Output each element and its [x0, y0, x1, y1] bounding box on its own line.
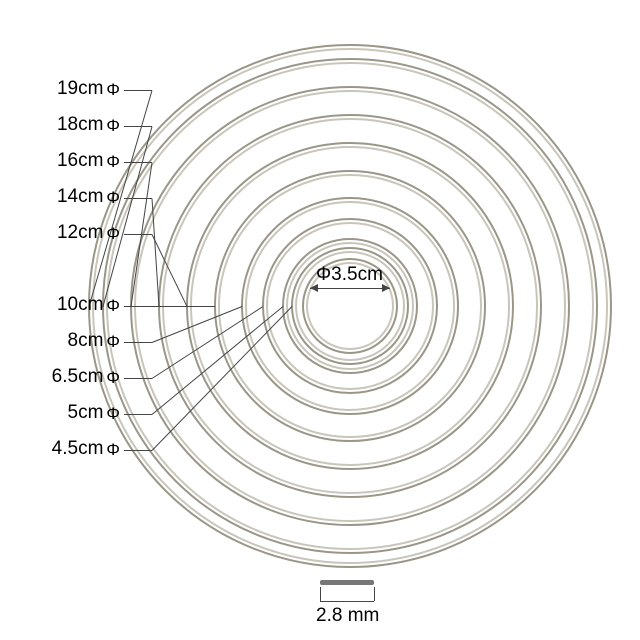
leader-horizontal-19	[124, 90, 152, 91]
size-label-text: 4.5cm	[52, 438, 104, 459]
thickness-tick-right	[374, 587, 375, 601]
size-label-text: 6.5cm	[52, 366, 104, 387]
leader-horizontal-12	[124, 234, 152, 235]
phi-symbol: Φ	[106, 332, 120, 352]
size-label-text: 10cm	[57, 294, 103, 315]
phi-symbol: Φ	[106, 368, 120, 388]
ring-size-diagram: Φ3.5cm19cmΦ18cmΦ16cmΦ14cmΦ12cmΦ10cmΦ8cmΦ…	[0, 0, 640, 640]
leader-horizontal-4.5	[124, 450, 152, 451]
thickness-bar	[320, 580, 374, 585]
size-label-10: 10cmΦ	[57, 294, 120, 316]
size-label-14: 14cmΦ	[57, 186, 120, 208]
center-diameter-label: Φ3.5cm	[316, 264, 383, 286]
size-label-text: 5cm	[68, 402, 104, 423]
leader-horizontal-5	[124, 414, 152, 415]
size-label-4.5: 4.5cmΦ	[52, 438, 120, 460]
size-label-18: 18cmΦ	[57, 114, 120, 136]
size-label-text: 12cm	[57, 222, 103, 243]
phi-symbol: Φ	[106, 404, 120, 424]
size-label-12: 12cmΦ	[57, 222, 120, 244]
size-label-16: 16cmΦ	[57, 150, 120, 172]
leader-horizontal-14	[124, 198, 152, 199]
phi-symbol: Φ	[106, 152, 120, 172]
phi-symbol: Φ	[106, 80, 120, 100]
phi-symbol: Φ	[106, 116, 120, 136]
size-label-6.5: 6.5cmΦ	[52, 366, 120, 388]
thickness-label: 2.8 mm	[316, 605, 379, 627]
size-label-text: 18cm	[57, 114, 103, 135]
thickness-bracket-line	[320, 601, 374, 602]
leader-horizontal-10	[124, 306, 152, 307]
leader-horizontal-18	[124, 126, 152, 127]
leader-diagonal-10	[152, 306, 215, 307]
size-label-text: 14cm	[57, 186, 103, 207]
size-label-5: 5cmΦ	[68, 402, 120, 424]
size-label-8: 8cmΦ	[68, 330, 120, 352]
phi-symbol: Φ	[106, 440, 120, 460]
center-diameter-line	[310, 288, 391, 289]
size-label-19: 19cmΦ	[57, 78, 120, 100]
thickness-tick-left	[320, 587, 321, 601]
phi-symbol: Φ	[106, 224, 120, 244]
phi-symbol: Φ	[106, 188, 120, 208]
phi-symbol: Φ	[106, 296, 120, 316]
size-label-text: 8cm	[68, 330, 104, 351]
size-label-text: 19cm	[57, 78, 103, 99]
leader-horizontal-16	[124, 162, 152, 163]
center-diameter-arrow-right	[382, 284, 390, 292]
leader-horizontal-6.5	[124, 378, 152, 379]
size-label-text: 16cm	[57, 150, 103, 171]
leader-horizontal-8	[124, 342, 152, 343]
